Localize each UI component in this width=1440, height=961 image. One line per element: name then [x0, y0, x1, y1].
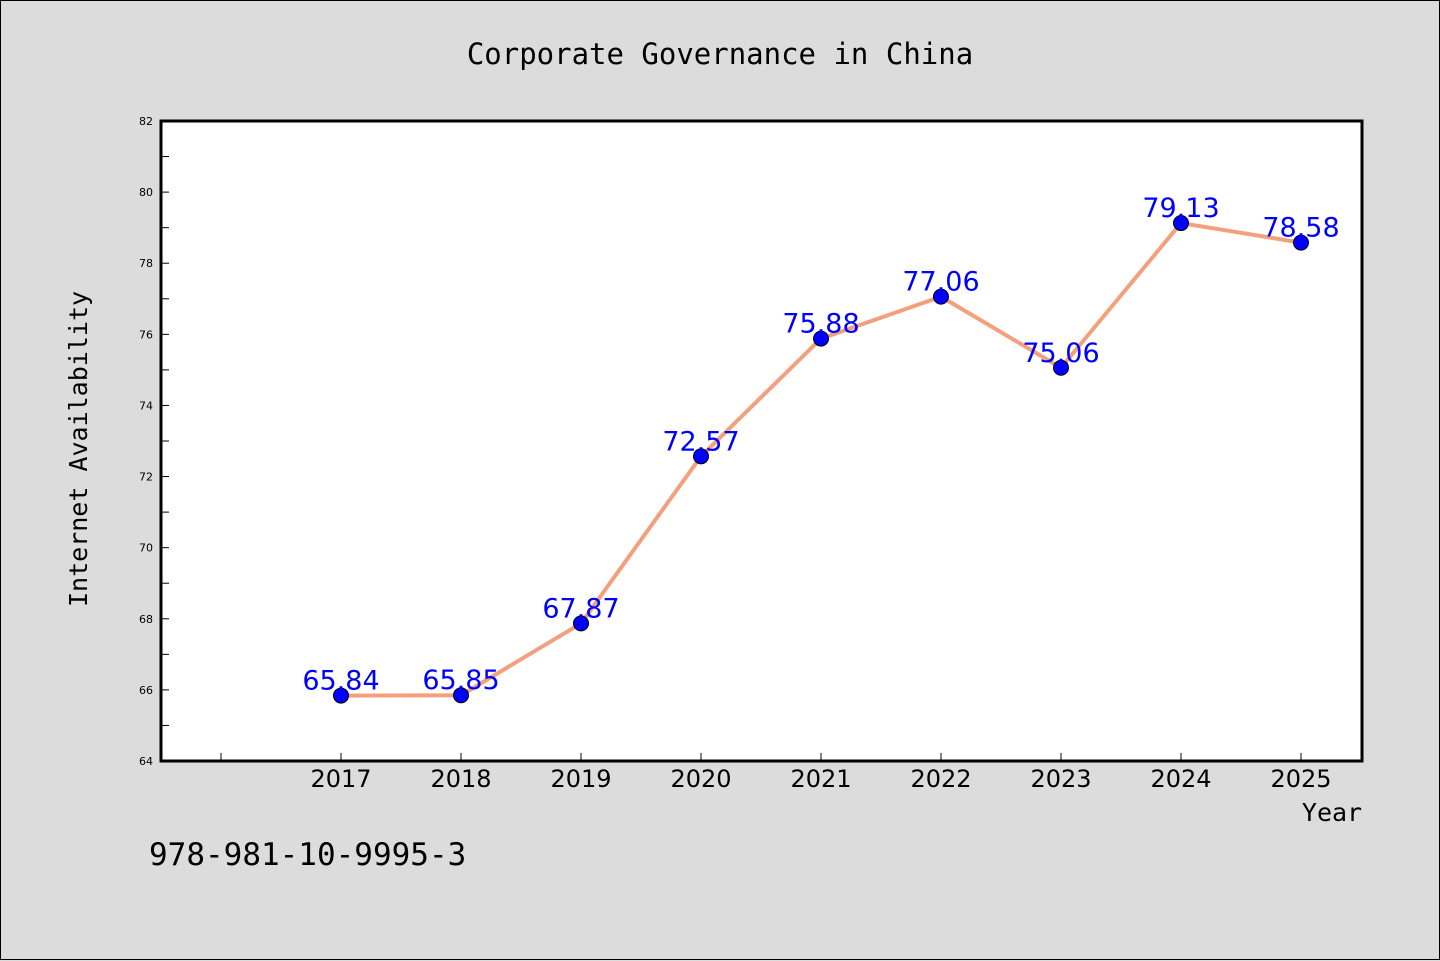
data-label: 75.06: [1022, 338, 1099, 369]
x-tick-label: 2019: [550, 765, 611, 793]
data-label: 77.06: [902, 267, 979, 298]
data-label: 67.87: [542, 593, 619, 624]
data-label: 65.85: [422, 665, 499, 696]
y-tick-label: 74: [139, 399, 153, 412]
x-tick-label: 2018: [430, 765, 491, 793]
y-axis: 64 66 68 70 72 74 76 78 80 82: [139, 115, 169, 768]
data-point-marker: [1173, 215, 1189, 232]
data-point-marker: [933, 288, 949, 305]
y-tick-label: 64: [139, 755, 153, 768]
x-tick-label: 2025: [1270, 765, 1331, 793]
y-tick-label: 82: [139, 115, 153, 128]
y-axis-label: Internet Availability: [64, 291, 93, 607]
y-tick-label: 76: [139, 328, 153, 341]
data-label: 78.58: [1262, 213, 1339, 244]
data-label: 65.84: [302, 666, 379, 697]
x-tick-label: 2022: [910, 765, 971, 793]
plot-area: [159, 119, 1364, 763]
data-point-marker: [333, 687, 349, 704]
y-tick-label: 80: [139, 186, 153, 199]
y-tick-label: 66: [139, 684, 153, 697]
y-tick-label: 68: [139, 613, 153, 626]
data-label: 79.13: [1142, 193, 1219, 224]
data-point-marker: [693, 448, 709, 465]
x-tick-label: 2017: [310, 765, 371, 793]
y-tick-label: 72: [139, 471, 153, 484]
x-tick-label: 2024: [1150, 765, 1211, 793]
x-tick-label: 2021: [790, 765, 851, 793]
data-label: 75.88: [782, 309, 859, 340]
x-axis-label: Year: [1302, 798, 1362, 827]
data-point-marker: [573, 615, 589, 632]
data-labels: 65.84 65.85 67.87 72.57 75.88 77.06 75.06 79.13…: [302, 193, 1339, 697]
y-tick-label: 78: [139, 257, 153, 270]
x-tick-label: 2023: [1030, 765, 1091, 793]
data-point-marker: [1053, 359, 1069, 376]
data-point-marker: [1293, 234, 1309, 251]
data-label: 72.57: [662, 426, 739, 457]
series-markers: [333, 215, 1309, 704]
data-point-marker: [813, 330, 829, 347]
x-tick-label: 2020: [670, 765, 731, 793]
y-tick-label: 70: [139, 542, 153, 555]
isbn-text: 978-981-10-9995-3: [149, 837, 466, 873]
data-point-marker: [453, 687, 469, 704]
x-axis: 2017 2018 2019 2020 2021 2022 2023 2024 2025: [220, 753, 1332, 793]
chart-title: Corporate Governance in China: [467, 37, 973, 71]
